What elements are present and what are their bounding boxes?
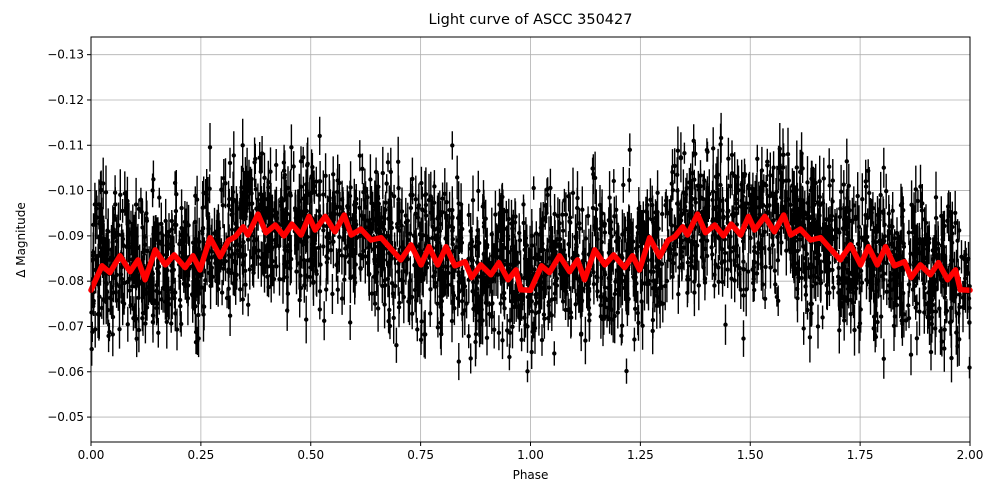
svg-text:0.50: 0.50 bbox=[297, 448, 324, 462]
svg-text:0.25: 0.25 bbox=[188, 448, 215, 462]
x-axis-ticks: 0.00 0.25 0.50 0.75 1.00 1.25 1.50 1.75 2.00 bbox=[78, 442, 984, 462]
svg-text:0.00: 0.00 bbox=[78, 448, 105, 462]
svg-text:−0.13: −0.13 bbox=[47, 48, 84, 62]
y-axis-ticks: −0.13 −0.12 −0.11 −0.10 −0.09 −0.08 −0.07 −0.06… bbox=[47, 48, 91, 424]
svg-text:−0.12: −0.12 bbox=[47, 93, 84, 107]
fit-curve bbox=[88, 211, 973, 293]
svg-text:−0.11: −0.11 bbox=[47, 138, 84, 152]
svg-text:−0.10: −0.10 bbox=[47, 184, 84, 198]
chart-title: Light curve of ASCC 350427 bbox=[428, 12, 633, 28]
svg-text:−0.09: −0.09 bbox=[47, 229, 84, 243]
svg-text:−0.06: −0.06 bbox=[47, 365, 84, 379]
svg-text:−0.08: −0.08 bbox=[47, 274, 84, 288]
svg-text:0.75: 0.75 bbox=[407, 448, 434, 462]
svg-text:1.00: 1.00 bbox=[517, 448, 544, 462]
svg-text:2.00: 2.00 bbox=[957, 448, 984, 462]
svg-text:1.75: 1.75 bbox=[847, 448, 874, 462]
svg-text:−0.05: −0.05 bbox=[47, 410, 84, 424]
x-axis-label: Phase bbox=[512, 468, 549, 482]
data-points bbox=[89, 112, 972, 384]
svg-text:−0.07: −0.07 bbox=[47, 319, 84, 333]
svg-text:1.25: 1.25 bbox=[627, 448, 654, 462]
svg-text:1.50: 1.50 bbox=[737, 448, 764, 462]
